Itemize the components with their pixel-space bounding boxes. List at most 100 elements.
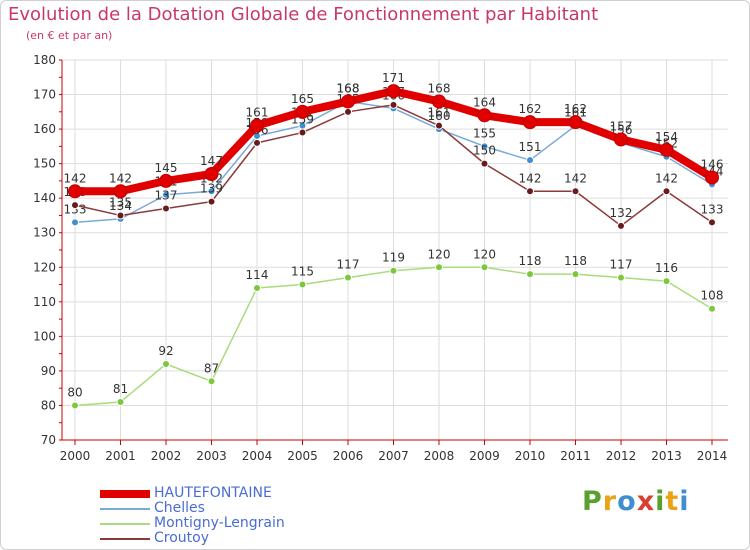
data-point-montigny-lengrain — [662, 277, 671, 286]
data-point-hautefontaine — [295, 104, 310, 119]
data-point-chelles — [71, 218, 79, 227]
data-point-croutoy — [708, 218, 716, 227]
data-point-montigny-lengrain — [708, 304, 716, 313]
data-point-hautefontaine — [159, 173, 173, 188]
data-point-montigny-lengrain — [71, 401, 79, 410]
data-label-hautefontaine: 164 — [473, 95, 496, 109]
data-point-hautefontaine — [68, 184, 82, 199]
logo-letter: x — [636, 486, 656, 517]
x-tick-label: 2011 — [560, 449, 591, 463]
data-label-croutoy: 142 — [519, 171, 542, 185]
data-label-montigny-lengrain: 120 — [473, 247, 496, 261]
legend-swatch — [100, 537, 150, 540]
data-label-hautefontaine: 162 — [564, 102, 587, 116]
data-point-croutoy — [389, 100, 398, 109]
data-point-croutoy — [435, 121, 443, 130]
logo-letter: P — [582, 486, 603, 517]
data-label-montigny-lengrain: 117 — [610, 258, 633, 272]
data-label-croutoy: 161 — [428, 106, 451, 120]
data-point-hautefontaine — [386, 84, 401, 99]
y-tick-label: 170 — [33, 88, 56, 102]
x-tick-label: 2004 — [242, 449, 273, 463]
y-tick-label: 130 — [33, 226, 56, 240]
data-point-montigny-lengrain — [298, 280, 307, 289]
data-point-hautefontaine — [432, 94, 446, 109]
data-label-montigny-lengrain: 119 — [382, 251, 405, 265]
logo-letter: i — [655, 486, 666, 517]
logo-letter: r — [602, 486, 618, 517]
legend-item: Croutoy — [100, 531, 285, 546]
x-tick-label: 2003 — [196, 449, 227, 463]
x-tick-label: 2014 — [697, 449, 728, 463]
data-point-montigny-lengrain — [617, 273, 625, 282]
data-label-hautefontaine: 168 — [428, 81, 451, 95]
data-label-hautefontaine: 154 — [655, 130, 678, 144]
logo-letter: i — [679, 486, 690, 517]
data-point-croutoy — [253, 138, 261, 147]
legend-label: Montigny-Lengrain — [154, 515, 285, 531]
data-point-hautefontaine — [614, 132, 628, 147]
data-label-croutoy: 142 — [655, 171, 678, 185]
data-label-croutoy: 142 — [564, 171, 587, 185]
legend-swatch — [100, 522, 150, 525]
y-tick-label: 140 — [33, 191, 56, 205]
data-label-hautefontaine: 157 — [610, 119, 633, 133]
data-point-chelles — [162, 190, 170, 199]
data-label-hautefontaine: 145 — [155, 161, 178, 175]
data-point-hautefontaine — [250, 118, 264, 133]
data-point-montigny-lengrain — [116, 398, 125, 406]
data-label-montigny-lengrain: 116 — [655, 261, 678, 275]
data-point-montigny-lengrain — [344, 273, 352, 282]
data-point-croutoy — [526, 187, 534, 196]
data-label-croutoy: 135 — [109, 195, 132, 209]
data-point-croutoy — [298, 128, 307, 137]
y-tick-label: 180 — [33, 53, 56, 67]
data-point-croutoy — [116, 211, 125, 220]
data-point-montigny-lengrain — [526, 270, 534, 279]
data-label-montigny-lengrain: 120 — [428, 247, 451, 261]
data-point-hautefontaine — [113, 184, 128, 199]
data-label-hautefontaine: 161 — [246, 106, 269, 120]
data-point-croutoy — [162, 204, 170, 213]
chart-legend: HAUTEFONTAINE Chelles Montigny-Lengrain Cro… — [100, 486, 285, 546]
y-tick-label: 80 — [41, 398, 56, 412]
legend-item: Montigny-Lengrain — [100, 516, 285, 531]
data-label-croutoy: 133 — [701, 202, 724, 216]
legend-label: Chelles — [154, 500, 205, 516]
data-point-hautefontaine — [705, 170, 719, 185]
data-point-hautefontaine — [659, 142, 674, 157]
data-label-hautefontaine: 142 — [64, 171, 87, 185]
legend-swatch — [100, 489, 150, 498]
data-point-croutoy — [617, 221, 625, 230]
data-label-croutoy: 132 — [610, 206, 633, 220]
x-tick-label: 2010 — [515, 449, 546, 463]
legend-item: HAUTEFONTAINE — [100, 486, 285, 501]
data-label-chelles: 168 — [337, 81, 360, 95]
data-point-croutoy — [344, 107, 352, 116]
data-label-hautefontaine: 162 — [519, 102, 542, 116]
x-tick-label: 2009 — [469, 449, 500, 463]
data-label-montigny-lengrain: 80 — [67, 385, 82, 399]
data-point-croutoy — [662, 187, 671, 196]
data-label-croutoy: 139 — [200, 182, 223, 196]
x-tick-label: 2002 — [151, 449, 182, 463]
data-point-montigny-lengrain — [207, 377, 216, 386]
data-point-croutoy — [571, 187, 580, 196]
data-label-hautefontaine: 171 — [382, 71, 405, 85]
data-point-montigny-lengrain — [571, 270, 580, 279]
data-label-montigny-lengrain: 114 — [246, 268, 269, 282]
data-point-hautefontaine — [523, 115, 537, 130]
legend-item: Chelles — [100, 501, 285, 516]
x-tick-label: 2006 — [333, 449, 364, 463]
x-tick-label: 2007 — [378, 449, 409, 463]
data-label-montigny-lengrain: 115 — [291, 265, 314, 279]
y-tick-label: 150 — [33, 157, 56, 171]
legend-label: HAUTEFONTAINE — [154, 485, 272, 501]
data-point-montigny-lengrain — [480, 263, 489, 272]
data-point-hautefontaine — [477, 108, 492, 123]
data-point-croutoy — [480, 159, 489, 168]
proxiti-logo: Proxiti — [582, 486, 690, 517]
data-label-croutoy: 150 — [473, 144, 496, 158]
data-label-montigny-lengrain: 118 — [519, 254, 542, 268]
